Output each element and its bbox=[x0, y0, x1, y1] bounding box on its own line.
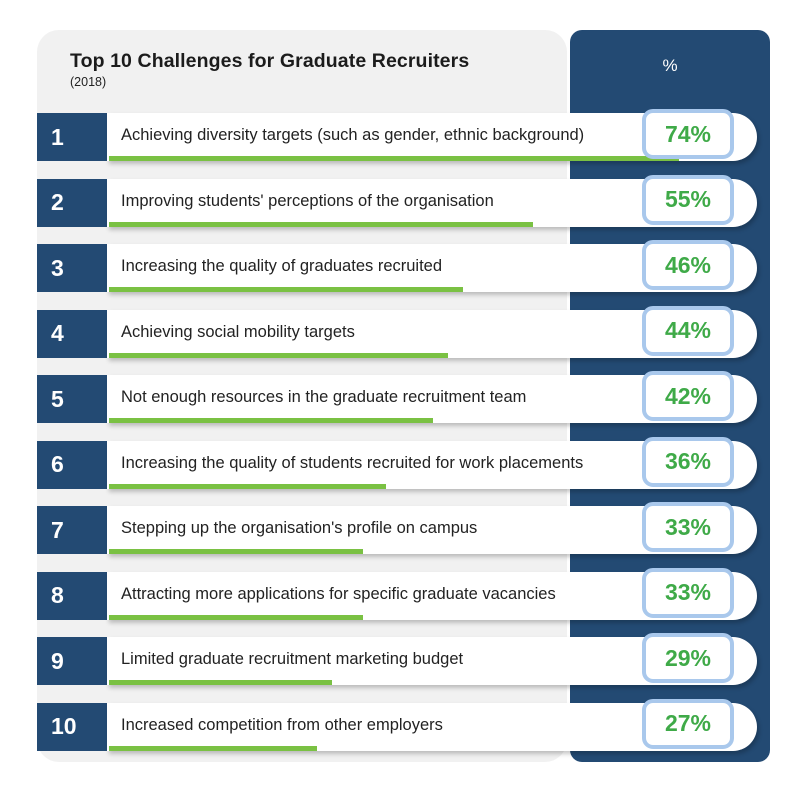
category-label: Not enough resources in the graduate rec… bbox=[121, 388, 527, 406]
category-label: Increasing the quality of graduates recr… bbox=[121, 257, 443, 275]
value-label: 42% bbox=[642, 371, 734, 421]
percent-column-header: % bbox=[662, 56, 678, 75]
chart-row: 5 Not enough resources in the graduate re… bbox=[37, 371, 757, 425]
rank-number: 6 bbox=[37, 440, 107, 489]
category-label: Achieving social mobility targets bbox=[121, 322, 355, 341]
category-label: Attracting more applications for specifi… bbox=[121, 584, 556, 603]
category-label: Stepping up the organisation's profile o… bbox=[121, 519, 478, 537]
chart-row: 4 Achieving social mobility targets 44% bbox=[37, 305, 757, 360]
rank-number: 4 bbox=[37, 309, 107, 358]
value-label: 44% bbox=[642, 305, 734, 356]
value-bar bbox=[109, 156, 679, 161]
chart-row: 2 Improving students' perceptions of the … bbox=[37, 174, 757, 229]
rank-number: 3 bbox=[37, 244, 107, 292]
chart-row: 3 Increasing the quality of graduates rec… bbox=[37, 240, 757, 294]
category-label: Limited graduate recruitment marketing b… bbox=[121, 650, 464, 668]
rank-number: 8 bbox=[37, 571, 107, 620]
rank-number: 1 bbox=[37, 113, 107, 161]
chart-row: 7 Stepping up the organisation's profile … bbox=[37, 502, 757, 556]
value-label: 29% bbox=[642, 633, 734, 683]
chart-row: 10 Increased competition from other emplo… bbox=[37, 698, 757, 753]
chart-row: 6 Increasing the quality of students recr… bbox=[37, 436, 757, 491]
value-label: 36% bbox=[642, 436, 734, 487]
value-label: 55% bbox=[642, 174, 734, 225]
category-label: Increasing the quality of students recru… bbox=[121, 453, 584, 472]
rank-number: 5 bbox=[37, 375, 107, 423]
chart-row: 1 Achieving diversity targets (such as ge… bbox=[37, 109, 757, 163]
value-bar bbox=[109, 549, 364, 554]
value-bar bbox=[109, 483, 387, 489]
value-bar bbox=[109, 352, 448, 358]
value-label: 33% bbox=[642, 502, 734, 552]
chart-subtitle: (2018) bbox=[70, 75, 107, 89]
category-label: Increased competition from other employe… bbox=[121, 715, 443, 734]
chart-row: 8 Attracting more applications for specif… bbox=[37, 567, 757, 622]
rank-number: 9 bbox=[37, 637, 107, 685]
rank-number: 2 bbox=[37, 178, 107, 227]
rank-number: 10 bbox=[37, 702, 107, 751]
category-label: Improving students' perceptions of the o… bbox=[121, 191, 494, 210]
value-bar bbox=[109, 287, 464, 292]
value-label: 74% bbox=[642, 109, 734, 159]
chart-title: Top 10 Challenges for Graduate Recruiter… bbox=[70, 50, 470, 72]
value-bar bbox=[109, 745, 317, 751]
value-label: 27% bbox=[642, 698, 734, 749]
value-label: 33% bbox=[642, 567, 734, 618]
rank-number: 7 bbox=[37, 506, 107, 554]
value-label: 46% bbox=[642, 240, 734, 290]
value-bar bbox=[109, 680, 333, 685]
value-bar bbox=[109, 418, 433, 423]
category-label: Achieving diversity targets (such as gen… bbox=[121, 126, 585, 144]
value-bar bbox=[109, 614, 364, 620]
chart-row: 9 Limited graduate recruitment marketing … bbox=[37, 633, 757, 687]
value-bar bbox=[109, 221, 533, 227]
